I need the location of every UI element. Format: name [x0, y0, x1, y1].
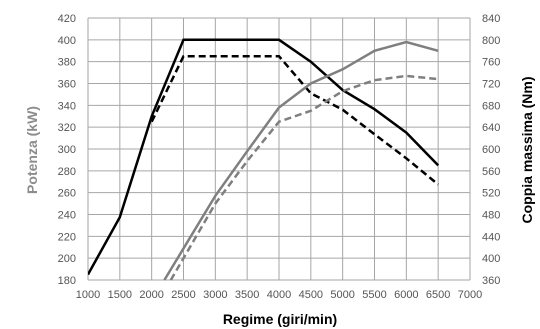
y-right-tick-label: 520 [482, 188, 500, 200]
x-tick-label: 3000 [203, 289, 227, 301]
power-curve-solid [163, 40, 439, 281]
y-left-tick-label: 180 [58, 275, 76, 287]
x-tick-label: 2500 [171, 289, 195, 301]
y-right-tick-label: 760 [482, 57, 500, 69]
torque-curve-solid [88, 38, 440, 276]
y-left-tick-label: 260 [58, 188, 76, 200]
x-tick-label: 5500 [362, 289, 386, 301]
y-axis-right-title: Coppia massima (Nm) [519, 76, 535, 223]
x-tick-label: 5000 [330, 289, 354, 301]
y-right-tick-label: 360 [482, 275, 500, 287]
y-right-tick-label: 600 [482, 144, 500, 156]
power-curve-dashed [169, 74, 439, 281]
y-left-tick-label: 280 [58, 166, 76, 178]
y-right-tick-label: 560 [482, 166, 500, 178]
x-tick-label: 1000 [76, 289, 100, 301]
y-left-tick-label: 240 [58, 210, 76, 222]
x-tick-label: 6500 [426, 289, 450, 301]
y-left-tick-label: 340 [58, 100, 76, 112]
x-tick-label: 2000 [139, 289, 163, 301]
y-left-tick-label: 360 [58, 79, 76, 91]
x-tick-label: 4500 [299, 289, 323, 301]
y-right-tick-label: 440 [482, 231, 500, 243]
y-left-tick-label: 300 [58, 144, 76, 156]
y-left-tick-label: 200 [58, 253, 76, 265]
y-right-tick-label: 400 [482, 253, 500, 265]
y-left-tick-label: 320 [58, 122, 76, 134]
x-tick-label: 7000 [458, 289, 482, 301]
x-axis-title: Regime (giri/min) [223, 311, 337, 327]
y-right-tick-label: 480 [482, 210, 500, 222]
y-right-tick-label: 640 [482, 122, 500, 134]
y-left-tick-label: 420 [58, 13, 76, 25]
x-tick-label: 4000 [267, 289, 291, 301]
y-right-tick-label: 800 [482, 35, 500, 47]
y-left-tick-label: 400 [58, 35, 76, 47]
y-left-tick-label: 380 [58, 57, 76, 69]
torque-curve-dashed [150, 54, 439, 186]
x-tick-label: 3500 [235, 289, 259, 301]
y-right-tick-label: 680 [482, 100, 500, 112]
y-right-tick-label: 840 [482, 13, 500, 25]
x-tick-label: 6000 [394, 289, 418, 301]
x-tick-label: 1500 [108, 289, 132, 301]
series-group [88, 38, 440, 281]
y-right-tick-label: 720 [482, 79, 500, 91]
y-axis-left-title: Potenza (kW) [24, 106, 40, 194]
tick-labels: 1000 1500 2000 2500 3000 3500 4000 4500 5000 5500… [58, 13, 501, 301]
y-left-tick-label: 220 [58, 231, 76, 243]
